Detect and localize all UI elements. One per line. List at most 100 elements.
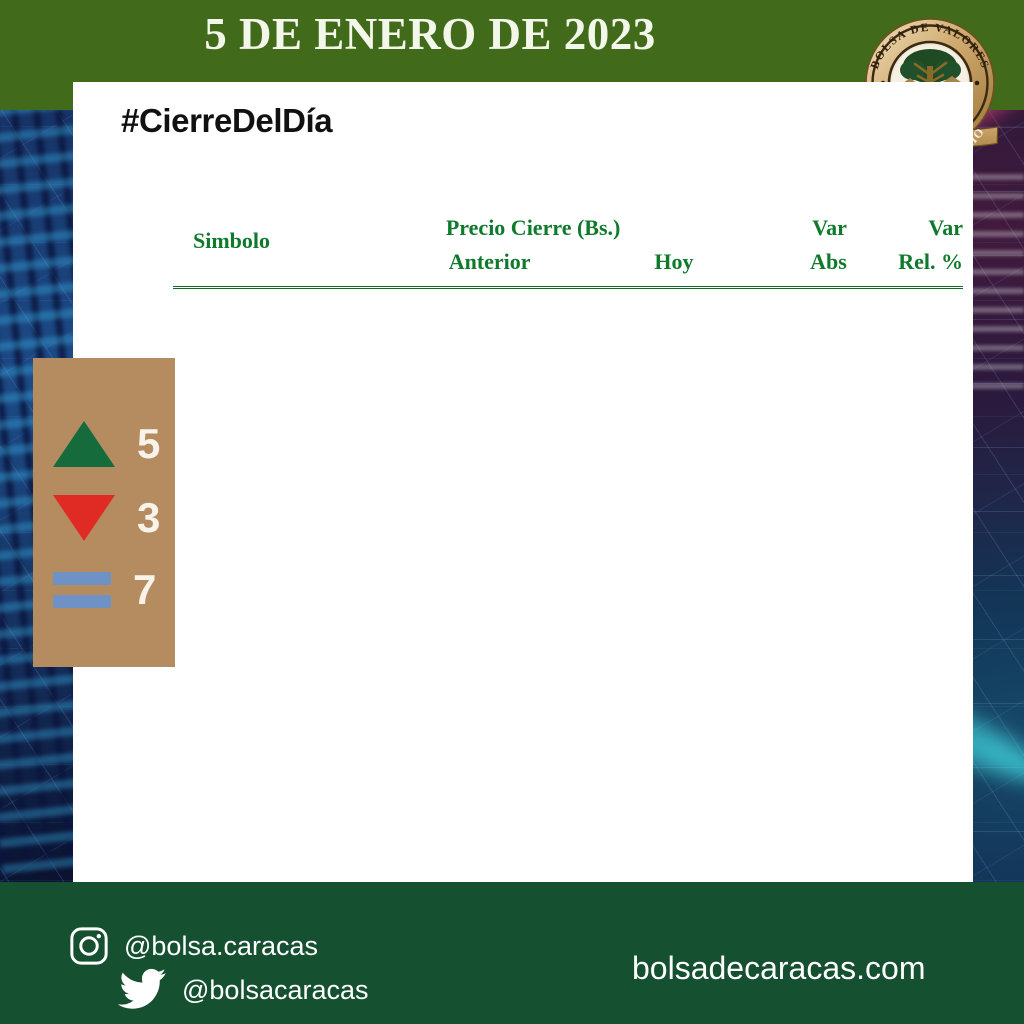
cell-hoy [531,388,712,419]
table-row [173,446,963,477]
cell-var-abs [711,540,854,571]
content-card: #CierreDelDía Simbolo Precio Cierre (Bs.… [73,82,973,918]
table-body [173,288,963,760]
triangle-down-icon [53,495,115,541]
cell-anterior [355,288,531,321]
table-row [173,728,963,759]
table-header-row-top: Simbolo Precio Cierre (Bs.) Var Var [173,207,963,253]
cell-hoy [531,702,712,733]
cell-var-rel [855,603,963,634]
cell-symbol [173,415,355,446]
cell-hoy [531,325,712,356]
table-row [173,352,963,383]
cell-var-rel [855,383,963,414]
cell-symbol [173,540,355,571]
cell-anterior [355,728,531,759]
cell-symbol [173,666,355,697]
table-header-rule-row [173,275,963,289]
cell-anterior [355,509,531,540]
cell-anterior [355,572,531,603]
cell-symbol [173,697,355,728]
cell-var-rel [855,509,963,540]
cell-var-abs [711,603,854,634]
col-header-var-rel-line1: Var [928,215,963,240]
twitter-icon[interactable] [118,968,168,1012]
cell-symbol [173,352,355,383]
market-summary-panel: 5 3 7 [33,358,175,667]
col-header-var-abs-line2: Abs [810,249,847,274]
cell-hoy [531,671,712,702]
cell-var-rel [855,728,963,759]
cell-var-rel [855,415,963,446]
cell-symbol [173,634,355,665]
cell-symbol [173,728,355,759]
cell-symbol [173,603,355,634]
col-header-anterior: Anterior [448,249,531,274]
table-header-row-bottom: Anterior Hoy Abs Rel. % [173,241,963,275]
cell-hoy [531,293,712,326]
hashtag-label: #CierreDelDía [121,102,333,139]
summary-row-unchanged: 7 [53,566,156,614]
instagram-row[interactable]: @bolsa.caracas [68,925,318,967]
cell-hoy [531,420,712,451]
cell-var-abs [711,320,854,351]
cell-var-abs [711,477,854,508]
instagram-icon[interactable] [68,925,110,967]
cell-symbol [173,572,355,603]
cell-symbol [173,320,355,351]
table-row [173,666,963,697]
cell-var-abs [711,666,854,697]
cell-symbol [173,446,355,477]
table-row [173,697,963,728]
cell-hoy [531,577,712,608]
cell-anterior [355,352,531,383]
equals-icon [53,570,111,610]
cell-hoy [531,451,712,482]
cell-var-abs [711,697,854,728]
cell-var-abs [711,509,854,540]
table-row [173,288,963,321]
cell-hoy [531,482,712,513]
cell-anterior [355,320,531,351]
cell-anterior [355,697,531,728]
table-row [173,572,963,603]
table-row [173,383,963,414]
col-header-var-abs-line1: Var [812,215,847,240]
decliners-count: 3 [137,494,161,541]
cell-symbol [173,383,355,414]
triangle-up-icon [53,421,115,467]
cell-hoy [531,357,712,388]
website-url[interactable]: bolsadecaracas.com [632,950,926,986]
cell-var-rel [855,697,963,728]
cell-var-abs [711,634,854,665]
cell-var-rel [855,288,963,321]
cell-var-rel [855,572,963,603]
table-row [173,320,963,351]
cell-var-abs [711,446,854,477]
cell-var-rel [855,540,963,571]
cell-anterior [355,634,531,665]
cell-hoy [531,639,712,670]
cell-var-abs [711,728,854,759]
cell-hoy [531,733,712,764]
cell-var-abs [711,352,854,383]
cell-anterior [355,540,531,571]
cell-anterior [355,603,531,634]
cell-var-rel [855,320,963,351]
summary-row-decliners: 3 [53,494,160,542]
cell-var-abs [711,288,854,321]
cell-hoy [531,514,712,545]
twitter-handle[interactable]: @bolsacaracas [182,974,369,1005]
instagram-handle[interactable]: @bolsa.caracas [124,930,318,961]
table-row [173,509,963,540]
twitter-row[interactable]: @bolsacaracas [118,968,369,1012]
cell-symbol [173,509,355,540]
cell-symbol [173,288,355,321]
cell-var-abs [711,572,854,603]
footer-band [0,882,1024,1024]
table-header-rule [173,275,963,289]
summary-row-advancers: 5 [53,420,160,468]
cell-symbol [173,477,355,508]
cell-anterior [355,666,531,697]
table-row [173,634,963,665]
